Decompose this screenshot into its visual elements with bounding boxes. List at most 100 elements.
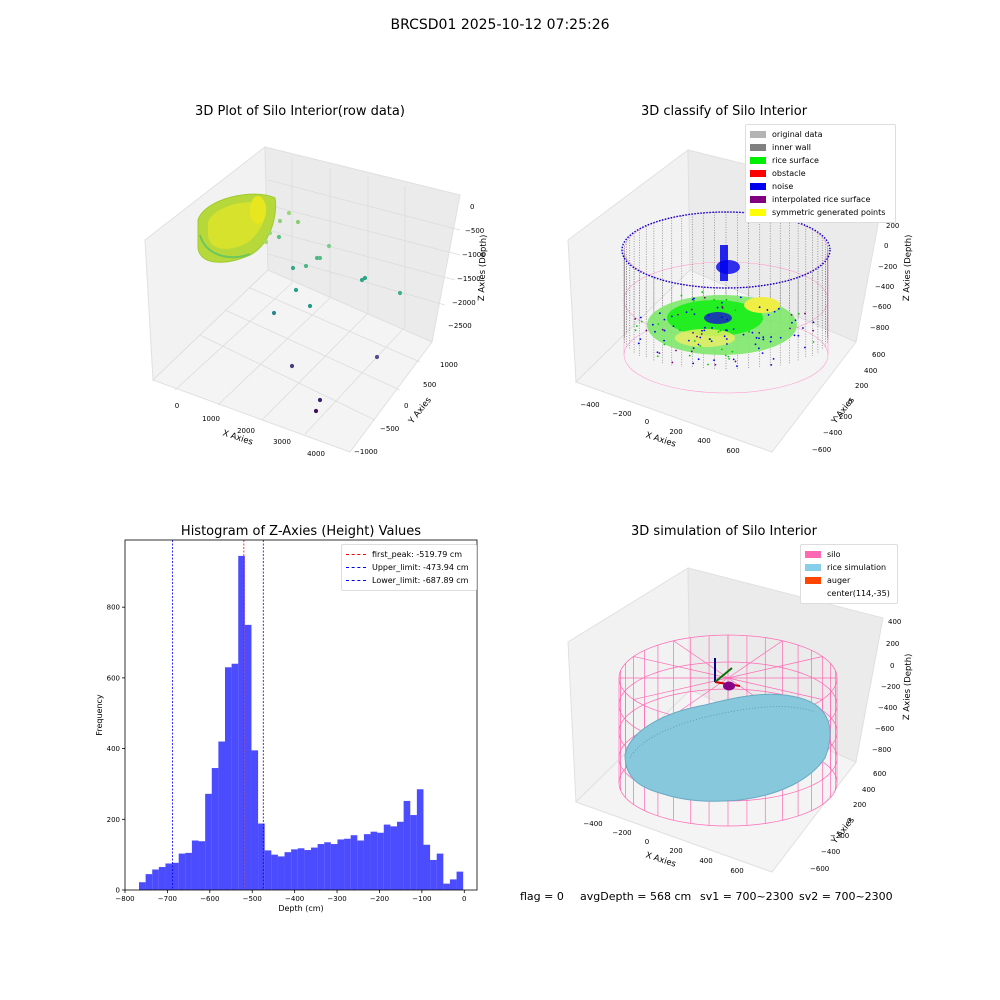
classify-point — [812, 341, 815, 343]
histogram-ylabel: Frequency — [95, 694, 104, 736]
silo-roof-line — [673, 677, 729, 716]
histogram-vlines — [172, 540, 264, 890]
footer-flag: flag = 0 — [520, 890, 564, 903]
classify-ylabel: Y Axies — [829, 395, 857, 427]
classify-ztick: −600 — [872, 303, 891, 311]
classify-xtick: −200 — [612, 410, 631, 418]
classify-point — [791, 321, 793, 324]
classify-ztick: 200 — [886, 222, 899, 230]
raw-point — [267, 230, 273, 236]
classify-point — [661, 328, 664, 331]
raw-ztick: −2500 — [448, 322, 472, 330]
histogram-bars — [138, 555, 464, 890]
histogram-bar — [251, 750, 259, 890]
histogram-bar — [363, 834, 371, 890]
classify-point — [671, 361, 674, 364]
classify-xtick: 200 — [669, 428, 682, 436]
silo-roof-line — [727, 677, 823, 700]
simulation-ytick: 600 — [873, 770, 886, 778]
classify-point — [704, 326, 706, 329]
raw-ztick: −1000 — [462, 251, 486, 259]
simulation-ytick: 400 — [862, 786, 875, 794]
histogram-bar — [304, 850, 312, 890]
classify-point — [672, 325, 675, 328]
histogram-bar — [377, 832, 384, 890]
classify-point — [727, 355, 730, 358]
silo-roof-line — [673, 640, 729, 679]
classify-point — [690, 350, 693, 353]
classify-point — [717, 330, 720, 333]
histogram-bar — [403, 800, 411, 890]
classify-point — [794, 319, 797, 322]
classify-point — [725, 298, 728, 301]
raw-ytick: −500 — [380, 425, 399, 433]
histogram-xticks: −800 −700 −600 −500 −400 −300 −200 −100 0 — [115, 890, 467, 903]
raw-point — [295, 219, 301, 225]
classify-point — [693, 297, 695, 300]
classify-ytick: 0 — [848, 398, 852, 406]
raw-xtick: 4000 — [307, 450, 325, 458]
simulation-ytick: 200 — [853, 801, 866, 809]
classify-point — [725, 338, 728, 340]
classify-zlabel: Z Axies (Depth) — [902, 234, 914, 301]
figure-title: BRCSD01 2025-10-12 07:25:26 — [390, 17, 610, 33]
histogram-legend: first_peak: -519.79 cm Upper_limit: -473… — [341, 544, 477, 591]
classify-point — [742, 333, 745, 336]
classify-point — [699, 336, 702, 339]
classify-ztick: −800 — [870, 324, 889, 332]
classify-point — [721, 307, 724, 309]
classify-point — [732, 358, 735, 361]
raw-ytick: −1000 — [354, 448, 378, 456]
histogram-bar — [350, 835, 358, 890]
histogram-bar — [410, 815, 417, 890]
raw-point — [307, 303, 313, 309]
classify-point — [635, 325, 638, 327]
rice-simulation-surface — [624, 693, 831, 802]
histogram-bar — [344, 838, 351, 890]
simulation-ytick: 0 — [847, 817, 851, 825]
classify-point — [637, 342, 640, 345]
histogram-yticks: 0 200 400 600 800 — [107, 604, 125, 895]
classify-point — [739, 296, 742, 299]
silo-roof-line — [633, 656, 729, 679]
classify-ztick: −400 — [875, 283, 894, 291]
histogram-bar — [443, 883, 450, 890]
histogram-bar — [178, 853, 186, 890]
classify-point — [804, 312, 806, 315]
histogram-bar — [390, 826, 398, 890]
classify-point — [687, 339, 690, 342]
classify-point — [639, 338, 642, 341]
legend-swatch — [750, 196, 766, 203]
footer-sv1: sv1 = 700~2300 — [700, 890, 794, 903]
classify-point — [748, 330, 750, 333]
classify-scattered-points — [634, 291, 815, 368]
histogram-ytick-label: 600 — [107, 674, 120, 682]
classify-3d-plot: −400 −200 0 200 400 600 600 400 200 0 −2… — [567, 149, 914, 455]
classify-point — [700, 333, 703, 335]
raw-xtick: 2000 — [237, 427, 255, 435]
histogram-bar — [205, 793, 212, 890]
raw-point — [271, 310, 277, 316]
legend-item-symmetric-generated-points: symmetric generated points — [750, 206, 891, 219]
legend-item-interpolated-rice-surface: interpolated rice surface — [750, 193, 891, 206]
raw-point — [317, 255, 323, 261]
classify-point — [734, 309, 737, 312]
classify-point — [755, 336, 758, 339]
classify-point — [656, 355, 659, 358]
raw-xtick: 1000 — [202, 415, 220, 423]
classify-point — [803, 346, 806, 349]
classify-point — [685, 311, 688, 314]
classify-point — [757, 347, 760, 350]
simulation-zlabel: Z Axies (Depth) — [902, 653, 914, 720]
classify-point — [789, 327, 791, 330]
histogram-bar — [231, 663, 239, 890]
classify-point — [693, 340, 696, 342]
classify-rice-surface — [647, 295, 797, 355]
raw-point — [313, 408, 319, 414]
classify-point — [714, 363, 717, 366]
raw-zlabel: Z Axies (Depth) — [477, 234, 489, 301]
histogram-bar — [311, 847, 318, 890]
histogram-bar — [152, 869, 159, 890]
classify-ytick: −200 — [833, 413, 852, 421]
histogram-bar — [430, 859, 437, 890]
